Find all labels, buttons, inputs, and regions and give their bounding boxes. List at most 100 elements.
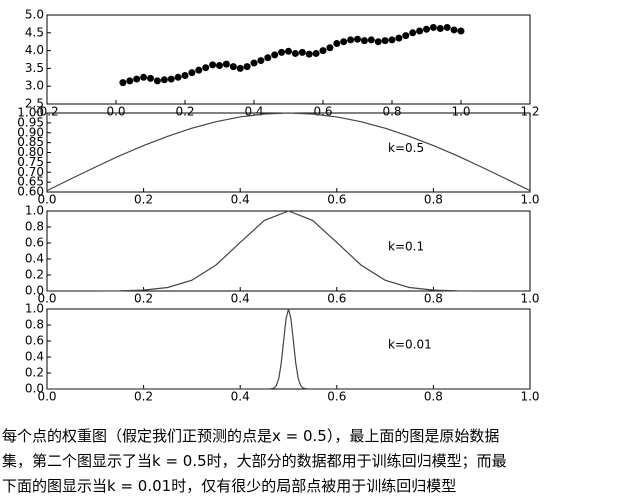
data-point (340, 38, 348, 46)
y-tick-label: 0.8 (25, 220, 44, 234)
data-point (395, 34, 403, 42)
y-tick-label: 0.0 (25, 382, 44, 396)
data-point (298, 48, 306, 56)
x-tick-label: 0.8 (424, 292, 443, 306)
weight-curve (46, 112, 531, 192)
y-tick-label: 5.0 (25, 8, 44, 22)
data-point (305, 50, 313, 58)
y-tick-label: 4.5 (25, 25, 44, 39)
x-tick-label: 0.2 (134, 292, 153, 306)
plot-frame (46, 210, 531, 292)
plot-frame (46, 14, 531, 105)
x-tick-label: 0.4 (231, 390, 250, 404)
y-tick-label: 0.0 (25, 284, 44, 298)
y-tick-label: 0.85 (17, 135, 44, 149)
y-tick-label: 0.2 (25, 366, 44, 380)
data-point (347, 36, 355, 44)
data-point (140, 73, 148, 81)
y-tick-label: 3.5 (25, 61, 44, 75)
data-point (264, 54, 272, 62)
x-tick-label: 0.6 (327, 390, 346, 404)
y-tick-label: 3.0 (25, 79, 44, 93)
y-tick-label: 0.6 (25, 334, 44, 348)
data-point (312, 49, 320, 57)
data-point (354, 35, 361, 43)
data-point (229, 63, 237, 71)
weight-curve (47, 308, 530, 390)
y-tick-label: 2.5 (25, 97, 44, 111)
y-tick-label: 0.4 (25, 350, 44, 364)
y-tick-label: 0.75 (17, 155, 44, 169)
caption-line: 每个点的权重图（假定我们正预测的点是x = 0.5），最上面的图是原始数据 (2, 427, 499, 445)
data-point (285, 47, 292, 55)
annotation: k=0.01 (388, 338, 432, 352)
y-tick-label: 0.90 (17, 125, 44, 139)
data-point (195, 66, 203, 74)
y-tick-label: 0.4 (25, 252, 44, 266)
data-point (278, 48, 286, 56)
x-tick-label: 0.4 (231, 193, 250, 207)
data-point (167, 75, 175, 83)
x-tick-label: 0.8 (382, 105, 401, 119)
caption-line: 集，第二个图显示了当k = 0.5时，大部分的数据都用于训练回归模型；而最 (2, 452, 507, 470)
x-tick-label: 1.0 (520, 292, 539, 306)
data-point (443, 23, 451, 31)
y-tick-label: 0.95 (17, 115, 44, 129)
x-tick-label: -0.2 (35, 105, 58, 119)
data-point (119, 79, 127, 87)
x-tick-label: 0.0 (37, 292, 56, 306)
data-point (409, 29, 417, 37)
data-point (126, 77, 134, 85)
data-point (202, 64, 210, 72)
data-point (147, 74, 154, 82)
data-point (133, 75, 141, 83)
data-point (450, 26, 458, 34)
x-tick-label: 0.6 (327, 292, 346, 306)
data-point (188, 69, 196, 77)
x-tick-label: 1.0 (520, 193, 539, 207)
data-point (291, 49, 299, 57)
x-tick-label: 1.2 (520, 105, 539, 119)
x-tick-label: 0.2 (134, 390, 153, 404)
x-tick-label: 0.4 (231, 292, 250, 306)
data-point (181, 72, 189, 80)
y-tick-label: 0.2 (25, 268, 44, 282)
y-tick-label: 1.00 (17, 106, 44, 120)
data-point (436, 25, 444, 33)
data-point (236, 64, 244, 72)
annotation: k=0.5 (388, 141, 424, 155)
x-tick-label: 0.2 (175, 105, 194, 119)
data-point (319, 47, 327, 55)
data-point (374, 38, 382, 46)
data-point (222, 60, 230, 68)
x-tick-label: 0.2 (134, 193, 153, 207)
data-point (367, 36, 375, 44)
x-tick-label: 0.8 (424, 390, 443, 404)
annotation: k=0.1 (388, 240, 424, 254)
x-tick-label: 1.0 (520, 390, 539, 404)
plot-frame (46, 308, 531, 390)
y-tick-label: 0.6 (25, 236, 44, 250)
weight-curve (47, 210, 530, 292)
x-tick-label: 0.6 (327, 193, 346, 207)
data-point (160, 76, 168, 84)
data-point (174, 73, 182, 81)
data-point (257, 57, 265, 65)
data-point (271, 51, 279, 59)
y-tick-label: 1.0 (25, 204, 44, 218)
data-point (216, 62, 223, 70)
data-point (333, 39, 341, 47)
caption-line: 下面的图显示当k = 0.01时，仅有很少的局部点被用于训练回归模型 (2, 477, 456, 495)
data-point (457, 27, 465, 35)
y-tick-label: 0.70 (17, 165, 44, 179)
y-tick-label: 4.0 (25, 43, 44, 57)
x-tick-label: 0.0 (37, 193, 56, 207)
data-point (243, 63, 251, 71)
data-point (388, 36, 396, 44)
x-tick-label: 0.0 (37, 390, 56, 404)
data-point (381, 37, 389, 45)
y-tick-label: 1.0 (25, 302, 44, 316)
y-tick-label: 0.65 (17, 175, 44, 189)
data-point (423, 25, 430, 33)
